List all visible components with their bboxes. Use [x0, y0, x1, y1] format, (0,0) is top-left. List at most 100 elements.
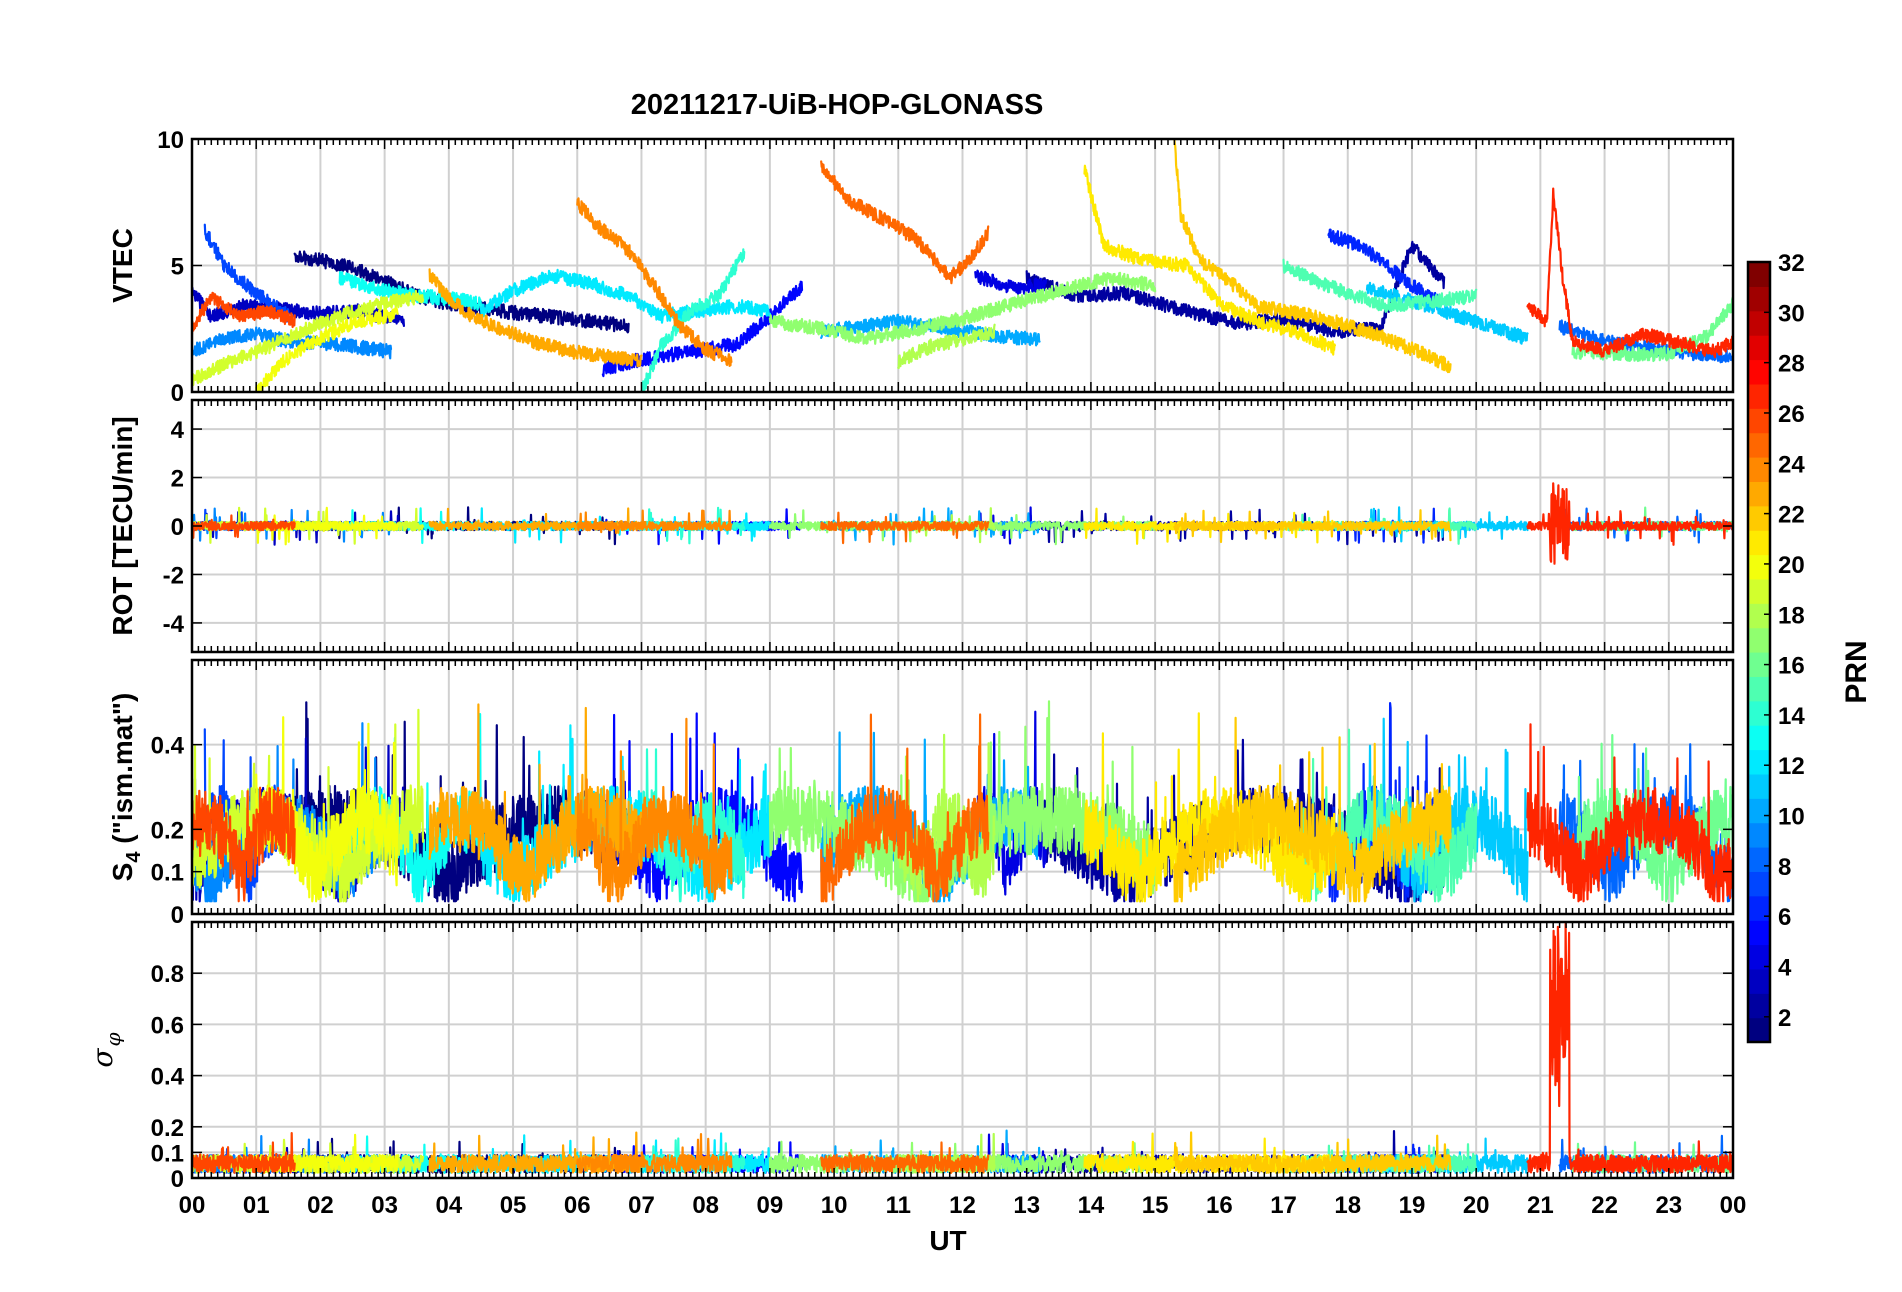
colorbar-segment: [1748, 798, 1770, 824]
chart-title: 20211217-UiB-HOP-GLONASS: [631, 89, 1044, 121]
y-tick-label: 0: [171, 902, 184, 929]
colorbar-segment: [1748, 847, 1770, 872]
colorbar-segment: [1748, 652, 1770, 677]
y-label-sub: φ: [101, 1032, 125, 1046]
colorbar-tick-label: 16: [1778, 653, 1805, 680]
y-tick-label: 0: [171, 380, 184, 407]
colorbar-segment: [1748, 700, 1770, 726]
colorbar-tick-label: 18: [1778, 602, 1805, 629]
trace-prn-22: [1173, 139, 1452, 374]
y-tick-label: 0.4: [151, 1064, 185, 1091]
y-ticks: 00.10.2 0.4 0.6 0.8: [151, 961, 1733, 1193]
colorbar-segment: [1748, 603, 1770, 629]
trace-prn-6: [1327, 228, 1439, 306]
x-tick-label: 05: [500, 1192, 527, 1219]
trace-prn-15: [1282, 258, 1478, 313]
colorbar-segment: [1748, 1017, 1770, 1043]
trace-prn-11: [1365, 281, 1529, 345]
trace-prn-18: [897, 323, 996, 370]
colorbar-tick-label: 10: [1778, 804, 1805, 831]
trace-prn-22: [1173, 716, 1452, 903]
colorbar-tick-label: 12: [1778, 753, 1805, 780]
trace-prn-25: [820, 160, 990, 285]
x-minor-ticks: [191, 922, 1734, 1178]
trace-prn-17: [768, 271, 1157, 345]
trace-prn-20: [255, 307, 399, 392]
trace-prn-25: [820, 713, 990, 903]
colorbar-segment: [1748, 554, 1770, 580]
x-tick-label: 06: [564, 1192, 591, 1219]
colorbar-segment: [1748, 773, 1770, 799]
y-ticks: 0 5 10: [157, 127, 1733, 407]
trace-prn-26: [192, 786, 296, 903]
x-tick-label: 21: [1527, 1192, 1554, 1219]
traces: [192, 139, 1733, 392]
colorbar-segment: [1748, 457, 1770, 482]
x-tick-label: 18: [1334, 1192, 1361, 1219]
colorbar-segment: [1748, 578, 1770, 604]
colorbar-segment: [1748, 749, 1770, 775]
trace-prn-26: [192, 291, 296, 336]
panel-2: -4 -2 0 2 4 ROT [TECU/min]: [107, 398, 1735, 654]
y-tick-label: 4: [171, 417, 185, 444]
colorbar-tick-label: 22: [1778, 502, 1805, 529]
colorbar-tick-label: 8: [1778, 854, 1791, 881]
y-tick-label: 10: [157, 127, 184, 154]
x-tick-label: 03: [371, 1192, 398, 1219]
y-tick-label: 0.1: [151, 1140, 184, 1167]
x-tick-label: 00: [1720, 1192, 1747, 1219]
colorbar-segment: [1748, 920, 1770, 946]
y-label-sub: 4: [123, 851, 145, 863]
y-label-main: S: [107, 863, 138, 882]
colorbar-tick-label: 14: [1778, 703, 1805, 730]
x-tick-label: 01: [243, 1192, 270, 1219]
x-tick-label: 20: [1463, 1192, 1490, 1219]
y-tick-label: 0.1: [151, 860, 184, 887]
colorbar-segment: [1748, 895, 1770, 921]
x-tick-label: 19: [1399, 1192, 1426, 1219]
colorbar-tick-label: 28: [1778, 351, 1805, 378]
x-tick-labels: 00 01 02 03 04 05 06 07 08 09 10 11 12 13 14 15 16 17 18 19…: [179, 1192, 1747, 1219]
colorbar-segment: [1748, 725, 1770, 751]
colorbar-tick-label: 26: [1778, 401, 1805, 428]
trace-prn-24: [576, 197, 733, 367]
x-tick-label: 22: [1591, 1192, 1618, 1219]
trace-prn-12: [479, 268, 771, 324]
trace-prn-22: [1173, 1131, 1452, 1174]
colorbar-tick-label: 4: [1778, 955, 1792, 982]
colorbar-segment: [1748, 505, 1770, 531]
trace-prn-27: [1526, 723, 1733, 903]
trace-prn-19: [192, 289, 425, 386]
trace-prn-10: [820, 313, 1041, 347]
trace-prn-21: [1083, 164, 1336, 356]
trace-prn-14: [640, 248, 746, 392]
x-tick-label: 09: [757, 1192, 784, 1219]
colorbar-tick-label: 24: [1778, 451, 1805, 478]
trace-prn-1: [293, 250, 630, 334]
trace-prn-21: [1083, 712, 1336, 903]
y-tick-label: 0.6: [151, 1012, 184, 1039]
y-tick-label: 0.2: [151, 817, 184, 844]
y-ticks: 0 0.1 0.2 0.4: [151, 733, 1733, 929]
trace-prn-25: [820, 511, 990, 545]
trace-prn-22: [1173, 509, 1452, 544]
x-tick-label: 07: [628, 1192, 655, 1219]
y-tick-label: 0.8: [151, 961, 184, 988]
traces: [192, 922, 1733, 1174]
x-minor-ticks: [191, 400, 1734, 652]
colorbar-segment: [1748, 335, 1770, 361]
trace-prn-27: [1526, 187, 1733, 359]
grid: [192, 922, 1733, 1178]
y-label-rest: ("ism.mat"): [107, 693, 138, 852]
traces: [192, 482, 1733, 565]
colorbar-segment: [1748, 359, 1770, 385]
x-tick-label: 23: [1655, 1192, 1682, 1219]
y-tick-label: 0.2: [151, 1115, 184, 1142]
x-tick-label: 11: [886, 1192, 911, 1219]
trace-prn-23: [428, 268, 643, 368]
y-ticks: -4 -2 0 2 4: [163, 417, 1733, 638]
y-tick-label: -4: [163, 611, 185, 638]
